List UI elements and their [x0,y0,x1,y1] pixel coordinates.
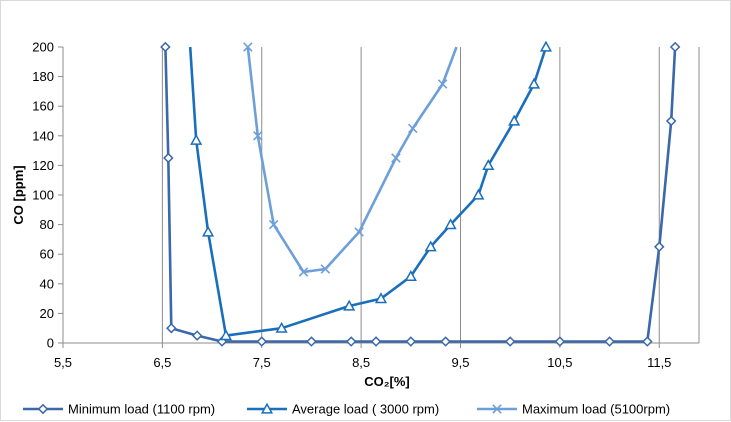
data-point [424,240,437,252]
x-tick-label: 5,5 [54,355,72,370]
data-point [219,329,233,341]
data-point [166,322,177,334]
data-point [642,336,653,347]
x-marker-stroke [320,264,331,274]
data-point [298,267,309,277]
series-layer [160,40,681,347]
data-point [163,152,174,164]
data-point [440,336,451,347]
x-marker-stroke [298,267,309,277]
data-point [275,321,288,333]
data-point [268,219,279,230]
data-point [256,336,268,347]
grid-layer [161,47,700,343]
x-marker-stroke [354,227,364,237]
x-tick-label: 8,5 [352,355,370,370]
data-point [554,336,566,347]
x-marker-stroke [391,153,401,163]
data-point [243,42,253,52]
legend-label: Minimum load (1100 rpm) [68,402,215,417]
legend-label: Maximum load (5100rpm) [522,402,670,417]
data-point [408,123,418,134]
data-point [253,131,263,141]
data-point [320,264,331,274]
legend-label: Average load ( 3000 rpm) [292,402,439,417]
x-marker-stroke [253,131,263,141]
data-point [472,188,485,200]
data-point [508,114,521,126]
x-marker-stroke [268,219,279,230]
series-line [164,46,677,343]
y-tick-label: 20 [40,306,54,321]
legend-swatch-marker [492,404,502,414]
y-tick-label: 40 [40,276,54,291]
data-point [391,153,401,163]
legend-swatch-marker [260,402,274,414]
data-point [444,218,457,230]
data-point [345,336,357,347]
data-point [437,79,448,89]
x-marker-stroke [492,404,502,414]
axis-layer: 5,5 6,5 7,5 8,5 9,5 10,5 11,5 0 20 40 60 80 100 120 14… [32,40,699,370]
series-3 [246,46,458,274]
data-point [604,336,615,347]
y-tick-label: 0 [47,336,54,351]
x-tick-label: 10,5 [547,355,572,370]
y-axis-title: CO [ppm] [11,165,26,224]
x-marker-stroke [243,42,253,52]
y-tick-label: 80 [40,217,54,232]
x-tick-label: 9,5 [451,355,469,370]
x-axis-title: CO₂[%] [364,374,410,389]
legend-swatch-marker [37,403,49,415]
y-tick-label: 100 [32,188,54,203]
data-point [160,41,171,53]
y-tick-label: 160 [32,99,54,114]
x-tick-label: 7,5 [253,355,271,370]
data-point [190,133,203,145]
data-point [504,336,516,347]
y-tick-label: 60 [40,247,54,262]
data-point [527,77,541,89]
data-point [665,115,677,127]
data-point [482,159,495,170]
data-point [306,336,317,347]
data-point [343,299,356,311]
data-point [191,330,203,341]
y-tick-label: 140 [32,128,54,143]
data-point [669,41,681,53]
data-point [370,336,382,347]
x-tick-label: 6,5 [153,355,171,370]
legend-item: Average load ( 3000 rpm) [247,402,439,417]
series-line [246,46,458,274]
data-point [539,40,553,52]
y-tick-label: 120 [32,158,54,173]
legend-item: Minimum load (1100 rpm) [23,402,215,417]
x-marker-stroke [408,123,418,134]
x-tick-label: 11,5 [647,355,671,370]
data-point [404,270,417,281]
data-point [405,336,417,347]
series-1 [164,46,677,343]
legend: Minimum load (1100 rpm) Average load ( 30… [23,402,670,417]
y-tick-label: 200 [32,40,54,55]
legend-item: Maximum load (5100rpm) [477,402,670,417]
data-point [374,292,388,304]
data-point [653,241,665,253]
y-tick-label: 180 [32,69,54,84]
data-point [202,225,215,237]
data-point [354,227,364,237]
x-marker-stroke [437,79,448,89]
